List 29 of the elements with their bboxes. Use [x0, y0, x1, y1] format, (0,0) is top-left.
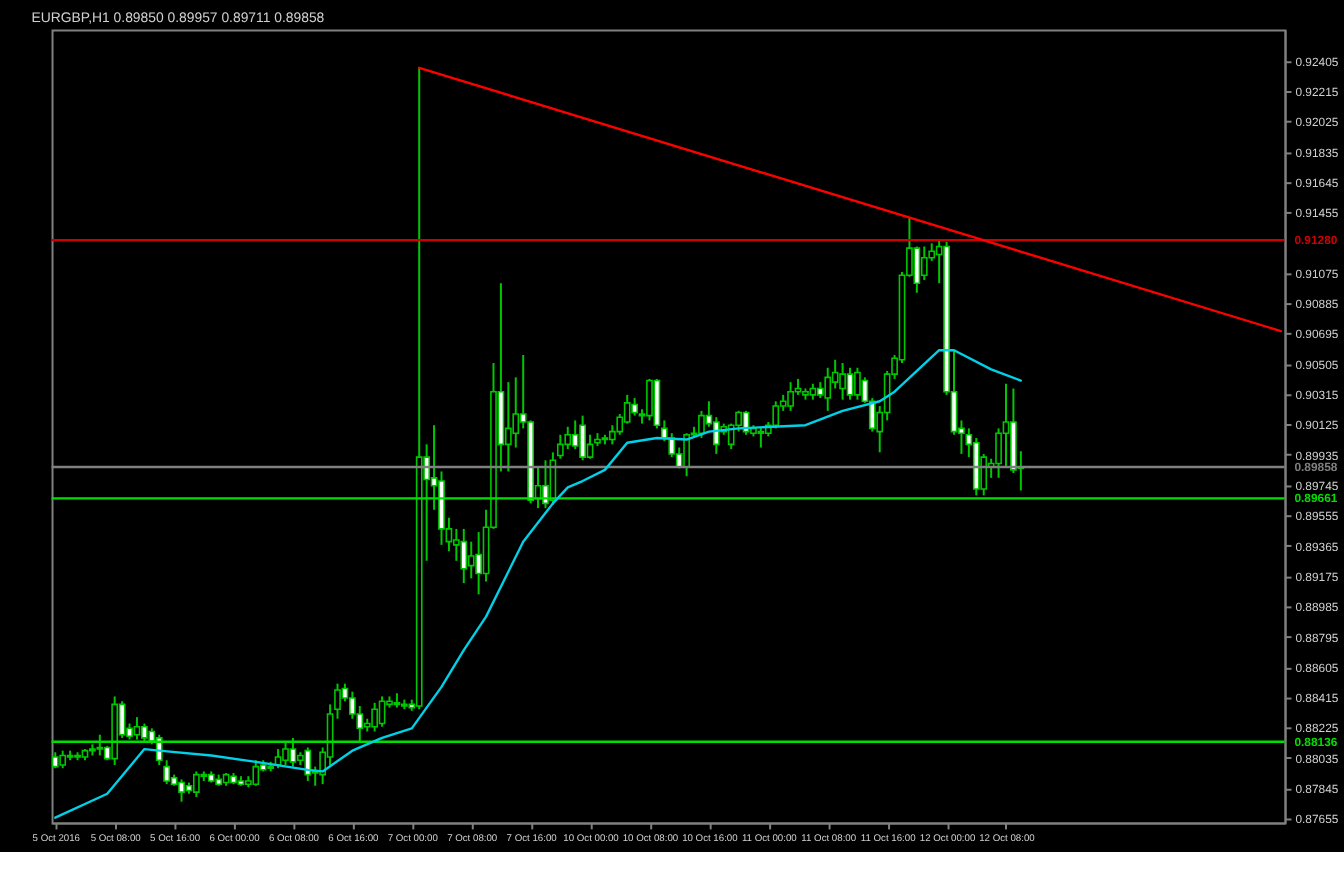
candlestick [371, 701, 379, 733]
candlestick [304, 746, 312, 782]
candlestick [846, 366, 854, 401]
candlestick [133, 716, 141, 741]
candlestick [646, 377, 653, 422]
candlestick [289, 736, 297, 768]
candlestick [252, 759, 260, 787]
candlestick [579, 414, 586, 462]
candlestick [698, 409, 705, 439]
candlestick [824, 366, 832, 412]
candlestick [854, 366, 861, 401]
candlestick [475, 531, 483, 596]
candlestick [571, 419, 579, 451]
line-series [54, 349, 1023, 819]
candlestick [839, 361, 846, 401]
candlestick [787, 381, 794, 412]
candlestick [683, 432, 690, 478]
candlestick [178, 778, 185, 803]
candlestick [282, 741, 289, 767]
candlestick [460, 527, 468, 585]
candlestick [504, 381, 512, 473]
candlestick [757, 425, 765, 449]
candlestick [378, 695, 386, 728]
candlestick [564, 425, 572, 451]
candlestick [193, 770, 200, 798]
candlestick [467, 540, 475, 580]
candlestick [972, 436, 980, 497]
candlestick [96, 733, 104, 757]
candlestick [920, 245, 928, 282]
